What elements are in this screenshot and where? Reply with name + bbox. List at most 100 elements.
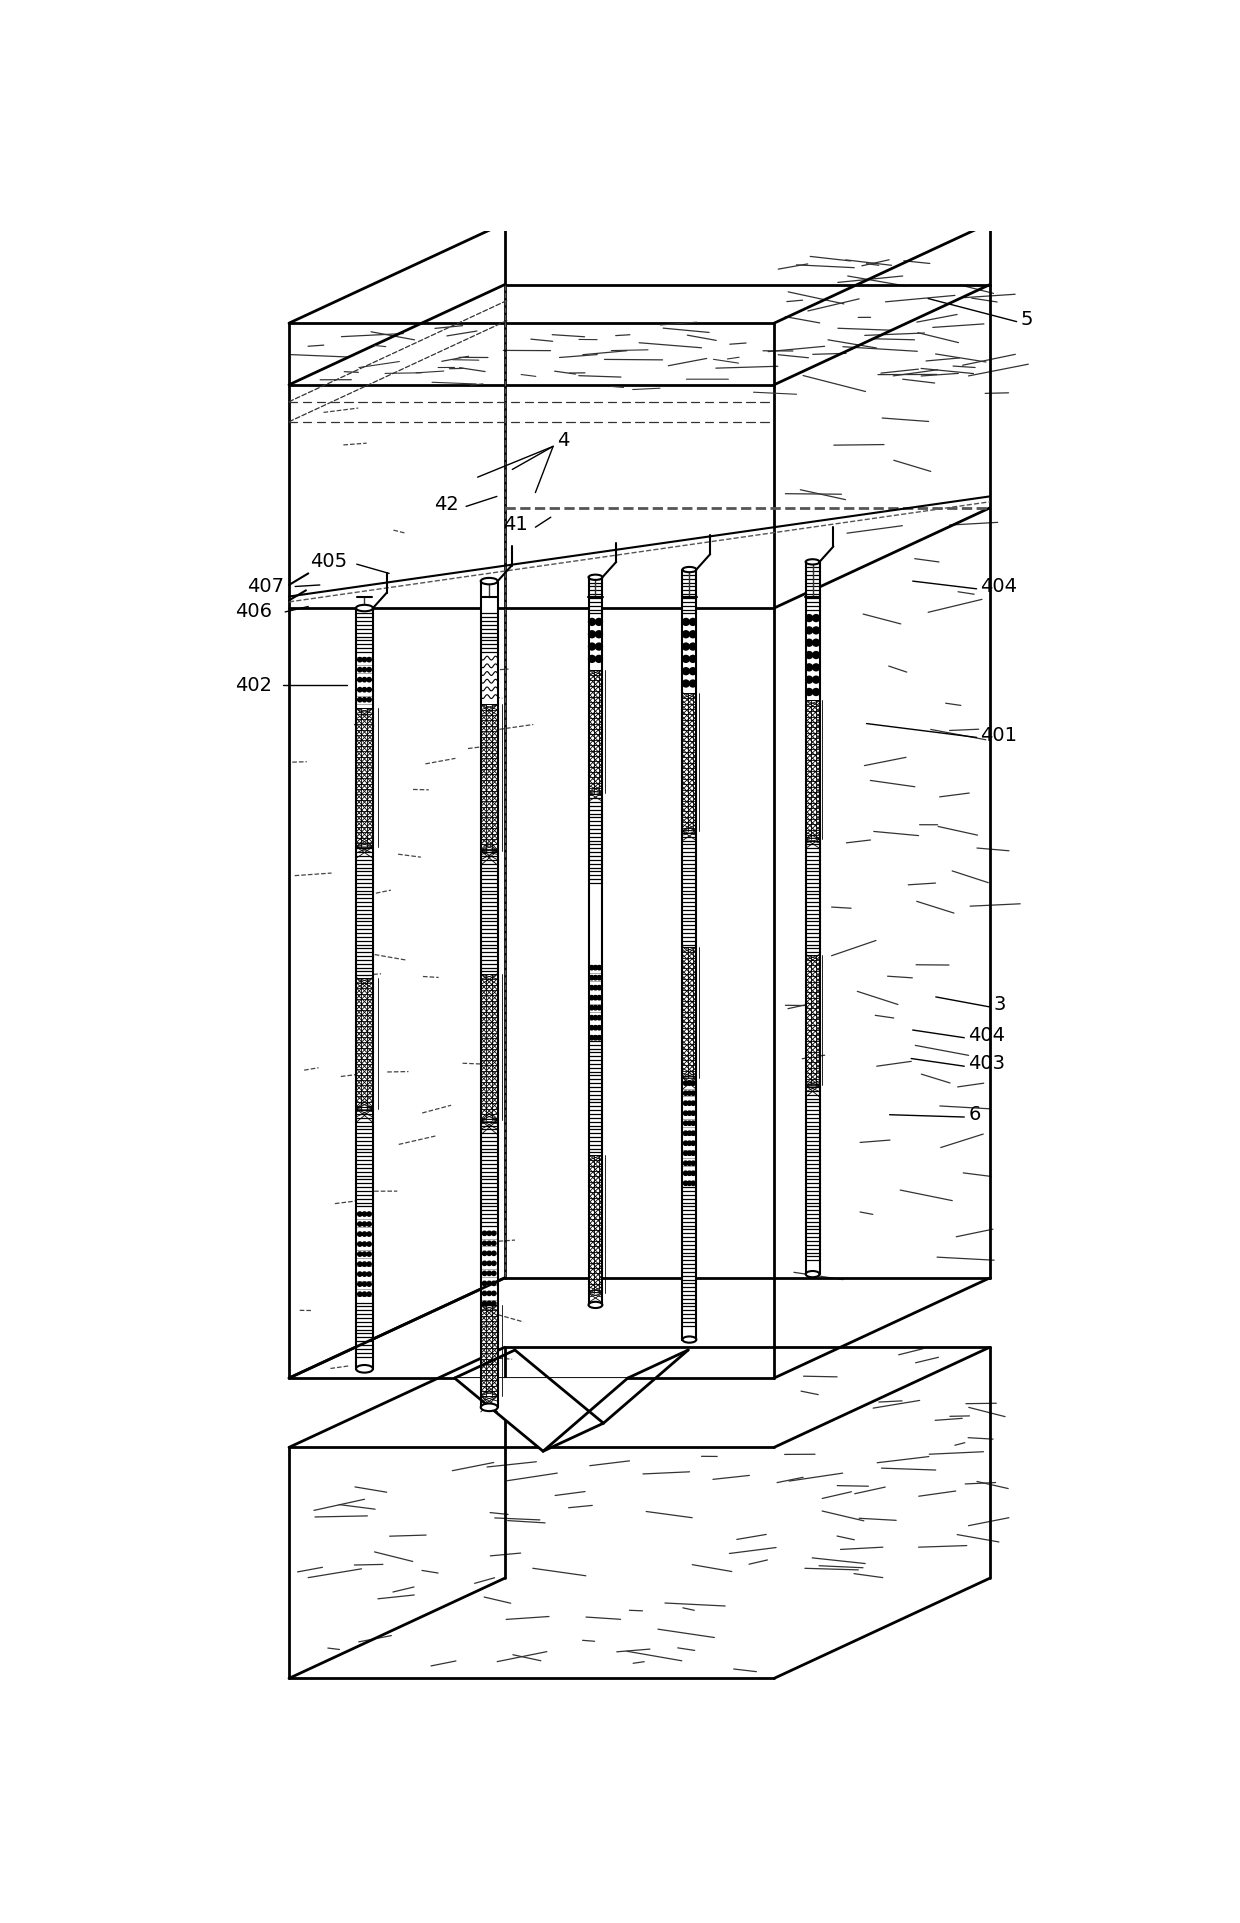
Polygon shape (589, 962, 603, 1038)
Polygon shape (806, 562, 820, 1275)
Polygon shape (589, 885, 603, 962)
Circle shape (362, 1211, 367, 1215)
Circle shape (362, 1233, 367, 1236)
Circle shape (593, 985, 598, 990)
Polygon shape (356, 846, 373, 977)
Circle shape (689, 667, 697, 675)
Circle shape (357, 1292, 362, 1296)
Circle shape (367, 677, 371, 683)
Polygon shape (356, 654, 373, 708)
Circle shape (812, 677, 820, 683)
Circle shape (687, 1111, 692, 1115)
Circle shape (691, 1111, 696, 1115)
Circle shape (691, 1152, 696, 1156)
Circle shape (482, 1240, 486, 1246)
Circle shape (367, 1211, 371, 1215)
Polygon shape (806, 700, 820, 838)
Circle shape (683, 1181, 688, 1185)
Circle shape (492, 1252, 496, 1256)
Circle shape (492, 1261, 496, 1265)
Circle shape (492, 1240, 496, 1246)
Circle shape (806, 627, 812, 635)
Circle shape (598, 996, 601, 1000)
Circle shape (806, 663, 812, 671)
Polygon shape (289, 223, 990, 323)
Circle shape (589, 1025, 594, 1031)
Circle shape (689, 642, 697, 650)
Circle shape (589, 619, 595, 625)
Circle shape (367, 1283, 371, 1286)
Circle shape (683, 1102, 688, 1106)
Circle shape (806, 638, 812, 646)
Polygon shape (356, 608, 373, 654)
Circle shape (691, 1090, 696, 1096)
Circle shape (357, 1252, 362, 1256)
Circle shape (362, 1283, 367, 1286)
Circle shape (687, 1131, 692, 1135)
Polygon shape (481, 612, 497, 654)
Polygon shape (682, 1077, 697, 1186)
Polygon shape (806, 838, 820, 954)
Circle shape (487, 1240, 491, 1246)
Circle shape (812, 615, 820, 621)
Polygon shape (356, 977, 373, 1108)
Text: 41: 41 (503, 515, 528, 535)
Polygon shape (356, 1302, 373, 1358)
Polygon shape (481, 581, 497, 1408)
Circle shape (687, 1161, 692, 1165)
Polygon shape (682, 692, 697, 831)
Circle shape (589, 975, 594, 981)
Circle shape (598, 975, 601, 981)
Text: 401: 401 (981, 725, 1018, 744)
Circle shape (687, 1081, 692, 1085)
Circle shape (687, 1152, 692, 1156)
Circle shape (482, 1271, 486, 1275)
Circle shape (595, 631, 603, 638)
Circle shape (362, 1261, 367, 1265)
Circle shape (367, 1292, 371, 1296)
Circle shape (487, 1281, 491, 1285)
Circle shape (367, 1271, 371, 1277)
Circle shape (589, 965, 594, 969)
Circle shape (357, 677, 362, 683)
Polygon shape (481, 973, 497, 1119)
Ellipse shape (806, 1271, 820, 1277)
Circle shape (598, 965, 601, 969)
Circle shape (482, 1281, 486, 1285)
Circle shape (593, 965, 598, 969)
Circle shape (589, 642, 595, 650)
Ellipse shape (589, 1302, 603, 1308)
Circle shape (691, 1181, 696, 1185)
Circle shape (367, 1233, 371, 1236)
Circle shape (683, 1140, 688, 1146)
Circle shape (595, 642, 603, 650)
Circle shape (812, 638, 820, 646)
Polygon shape (289, 1448, 774, 1679)
Polygon shape (806, 612, 820, 700)
Circle shape (689, 656, 697, 662)
Polygon shape (589, 1038, 603, 1154)
Text: 406: 406 (236, 602, 272, 621)
Circle shape (589, 1006, 594, 1010)
Circle shape (598, 1036, 601, 1040)
Circle shape (367, 1252, 371, 1256)
Circle shape (357, 1221, 362, 1227)
Circle shape (357, 1233, 362, 1236)
Circle shape (683, 1111, 688, 1115)
Circle shape (589, 1036, 594, 1040)
Circle shape (683, 1152, 688, 1156)
Circle shape (683, 1121, 688, 1125)
Circle shape (598, 985, 601, 990)
Circle shape (367, 688, 371, 692)
Circle shape (682, 642, 689, 650)
Circle shape (595, 619, 603, 625)
Circle shape (367, 667, 371, 671)
Polygon shape (481, 1119, 497, 1229)
Circle shape (357, 1261, 362, 1265)
Polygon shape (589, 669, 603, 792)
Ellipse shape (589, 575, 603, 581)
Circle shape (367, 658, 371, 662)
Circle shape (598, 1025, 601, 1031)
Text: 3: 3 (993, 994, 1006, 1013)
Circle shape (482, 1302, 486, 1306)
